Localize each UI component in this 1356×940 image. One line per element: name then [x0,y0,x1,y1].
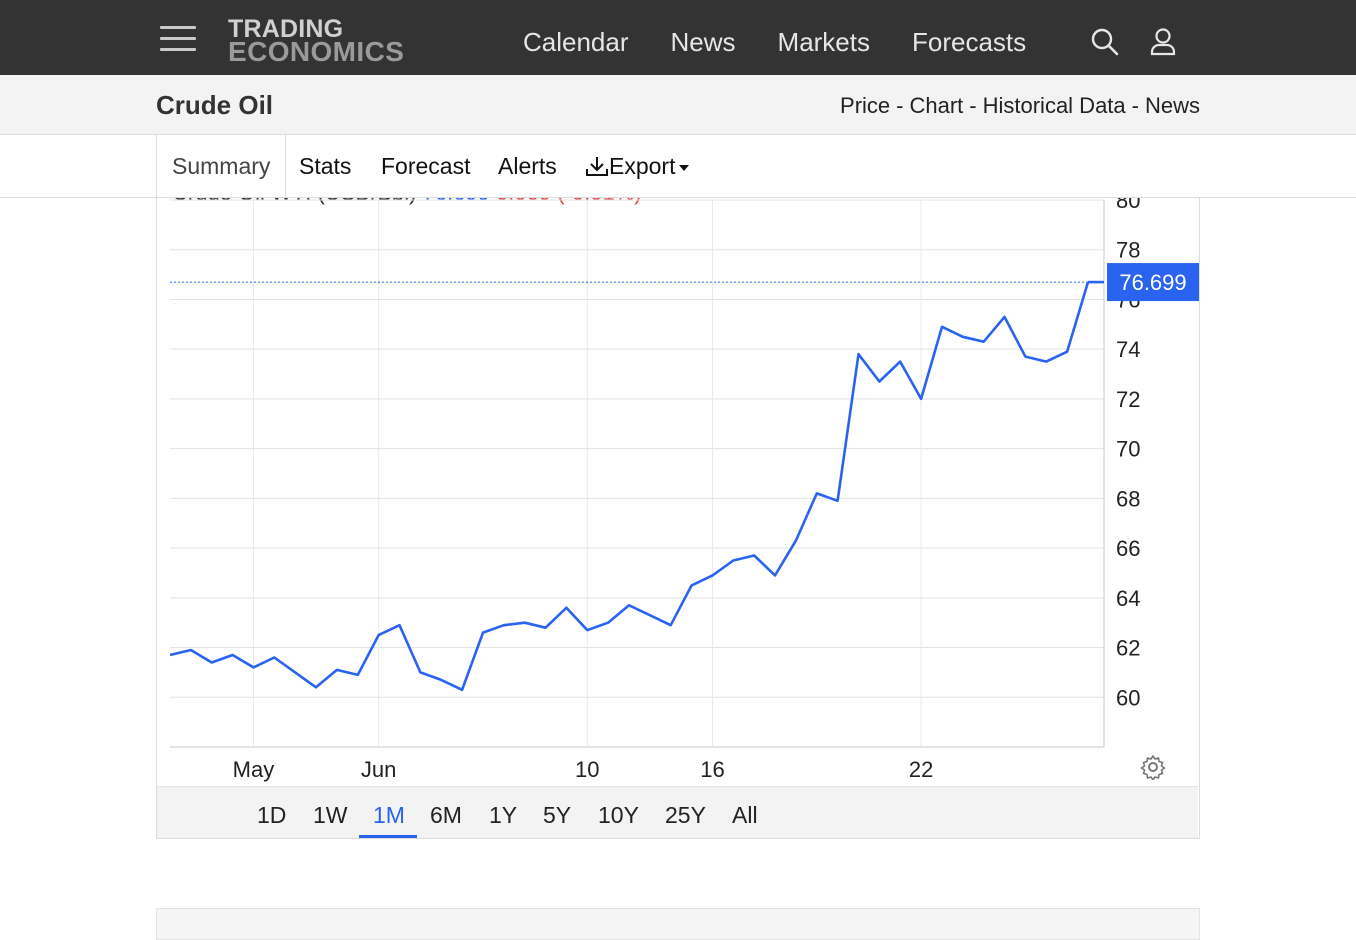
logo-line2: ECONOMICS [228,36,405,67]
y-tick-label: 66 [1116,536,1140,561]
link-price[interactable]: Price [840,93,891,118]
y-tick-label: 64 [1116,586,1140,611]
chevron-down-icon [679,164,690,171]
link-chart[interactable]: Chart [909,93,964,118]
range-1d[interactable]: 1D [257,802,287,828]
y-tick-label: 62 [1116,636,1140,661]
y-tick-label: 72 [1116,387,1140,412]
range-all[interactable]: All [732,802,758,828]
section-links: Price - Chart - Historical Data - News [840,93,1200,119]
last-value-marker: 76.699 [170,263,1199,302]
link-news[interactable]: News [1144,93,1200,118]
logo-line1: TRADING [228,15,344,43]
link-separator: - [1131,93,1139,118]
tab-stats[interactable]: Stats [299,153,352,179]
range-5y[interactable]: 5Y [543,802,572,828]
logo[interactable]: TRADING ECONOMICS [228,15,405,67]
series-line [169,281,1090,692]
top-navbar: TRADING ECONOMICS Calendar News Markets … [0,0,1356,75]
range-6m[interactable]: 6M [430,802,462,828]
range-1w[interactable]: 1W [313,802,348,828]
y-tick-label: 74 [1116,337,1140,362]
menu-icon[interactable] [160,26,196,54]
range-1m[interactable]: 1M [373,802,405,828]
nav-markets[interactable]: Markets [777,27,870,57]
gear-icon[interactable] [1140,754,1166,780]
nav-calendar[interactable]: Calendar [523,27,629,57]
export-label: Export [609,153,676,179]
series-crude-oil-wti [169,280,1104,692]
x-tick-label: Jun [361,757,396,782]
range-25y[interactable]: 25Y [665,802,706,828]
link-historical-data[interactable]: Historical Data [982,93,1126,118]
instrument-header: Crude Oil Price - Chart - Historical Data - Ne… [0,75,1356,135]
search-icon[interactable] [1090,26,1120,58]
y-tick-label: 60 [1116,685,1140,710]
tab-forecast[interactable]: Forecast [381,153,471,179]
link-separator: - [969,93,977,118]
last-value-label: 76.699 [1119,270,1186,295]
tab-export[interactable]: Export [585,135,690,197]
range-selector: 1D 1W 1M 6M 1Y 5Y 10Y 25Y All [157,786,1198,838]
y-tick-label: 78 [1116,238,1140,263]
tab-alerts[interactable]: Alerts [498,153,557,179]
chart-panel [156,135,1200,839]
x-tick-label: 16 [700,757,724,782]
x-tick-label: May [233,757,275,782]
link-separator: - [896,93,904,118]
y-tick-label: 70 [1116,437,1140,462]
y-tick-label: 68 [1116,486,1140,511]
x-tick-label: 22 [909,757,933,782]
last-value-badge [1107,263,1199,302]
tabs-row: Summary Stats Forecast Alerts Export [0,135,1356,198]
range-1y[interactable]: 1Y [489,802,518,828]
nav-news[interactable]: News [670,27,736,57]
tab-summary[interactable]: Summary [156,135,287,197]
user-icon[interactable] [1149,26,1179,58]
range-10y[interactable]: 10Y [598,802,639,828]
nav-forecasts[interactable]: Forecasts [912,27,1027,57]
x-tick-label: 10 [575,757,599,782]
active-range-indicator [359,835,417,838]
main-nav: Calendar News Markets Forecasts [523,27,1068,58]
x-axis: May Jun 10 16 22 [233,757,934,782]
chart-grid [170,199,1105,748]
page-title: Crude Oil [156,90,274,120]
download-icon [586,157,608,176]
